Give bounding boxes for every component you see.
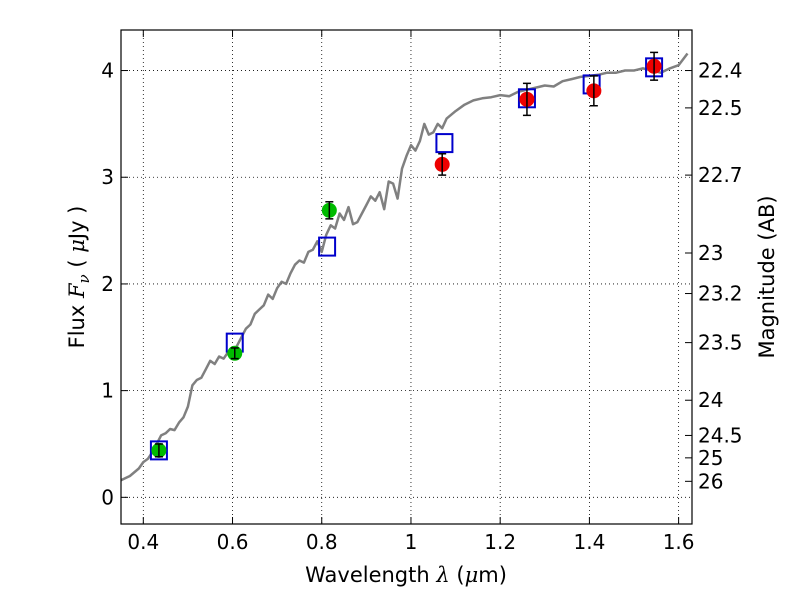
- magnitude-tick-label: 25: [698, 446, 723, 470]
- model-spectrum-line: [120, 52, 689, 482]
- magnitude-tick-label: 23: [698, 241, 723, 265]
- x-tick-label: 1.4: [573, 530, 605, 554]
- magnitude-tick-label: 23.2: [698, 282, 743, 306]
- y-axis-label: Flux Fν ( μJy ): [65, 206, 93, 349]
- magnitude-tick-label: 24: [698, 388, 723, 412]
- x-tick-label: 0.8: [306, 530, 338, 554]
- series-layer: [120, 52, 689, 482]
- y-tick-label: 2: [101, 272, 114, 296]
- y-tick-label: 0: [101, 485, 114, 509]
- model-photometry-square: [435, 133, 454, 154]
- y-tick-label: 3: [101, 165, 114, 189]
- markers: [149, 51, 664, 461]
- x-tick-label: 1.6: [663, 530, 695, 554]
- model-photometry-square: [149, 440, 168, 461]
- magnitude-tick-label: 22.5: [698, 96, 743, 120]
- x-tick-label: 0.4: [127, 530, 159, 554]
- x-tick-label: 1: [405, 530, 418, 554]
- x-axis-label: Wavelength λ (μm): [305, 563, 507, 587]
- model-photometry-square: [318, 236, 337, 257]
- grid: [121, 30, 692, 524]
- y-tick-label: 1: [101, 379, 114, 403]
- y-tick-label: 4: [101, 59, 114, 83]
- magnitude-tick-label: 24.5: [698, 423, 743, 447]
- x-tick-label: 0.6: [217, 530, 249, 554]
- plot-frame: [120, 29, 693, 525]
- right-axis-label: Magnitude (AB): [755, 195, 779, 358]
- magnitude-tick-label: 22.4: [698, 59, 743, 83]
- magnitude-tick-label: 22.7: [698, 163, 743, 187]
- magnitude-tick-label: 23.5: [698, 331, 743, 355]
- x-tick-label: 1.2: [484, 530, 516, 554]
- magnitude-tick-label: 26: [698, 469, 723, 493]
